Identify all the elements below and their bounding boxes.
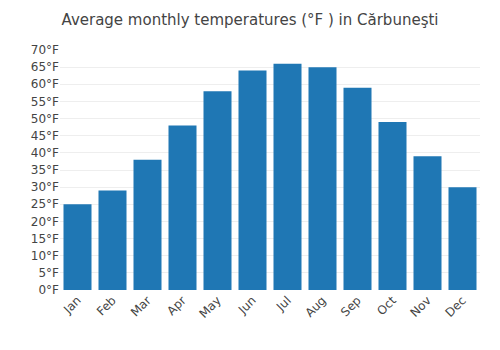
svg-text:35°F: 35°F: [31, 163, 59, 177]
svg-text:May: May: [196, 293, 223, 320]
svg-text:Jun: Jun: [235, 293, 259, 317]
svg-text:30°F: 30°F: [31, 180, 59, 194]
svg-text:Average monthly temperatures (: Average monthly temperatures (°F ) in Că…: [62, 11, 439, 29]
svg-text:Sep: Sep: [338, 293, 364, 319]
svg-text:5°F: 5°F: [38, 266, 59, 280]
svg-text:15°F: 15°F: [31, 232, 59, 246]
svg-text:0°F: 0°F: [38, 283, 59, 297]
svg-text:25°F: 25°F: [31, 197, 59, 211]
svg-text:55°F: 55°F: [31, 95, 59, 109]
svg-text:Apr: Apr: [164, 293, 189, 318]
svg-text:20°F: 20°F: [31, 215, 59, 229]
svg-text:Jan: Jan: [60, 293, 84, 317]
svg-text:Mar: Mar: [128, 293, 154, 319]
svg-text:Jul: Jul: [273, 293, 294, 314]
svg-text:Oct: Oct: [374, 293, 399, 318]
svg-text:40°F: 40°F: [31, 146, 59, 160]
svg-text:Feb: Feb: [94, 293, 119, 318]
svg-text:65°F: 65°F: [31, 60, 59, 74]
svg-text:Aug: Aug: [302, 293, 328, 319]
svg-text:60°F: 60°F: [31, 77, 59, 91]
svg-text:45°F: 45°F: [31, 129, 59, 143]
svg-text:10°F: 10°F: [31, 249, 59, 263]
svg-text:70°F: 70°F: [31, 43, 59, 57]
svg-text:Nov: Nov: [407, 293, 433, 319]
svg-text:50°F: 50°F: [31, 112, 59, 126]
svg-text:Dec: Dec: [443, 293, 469, 319]
